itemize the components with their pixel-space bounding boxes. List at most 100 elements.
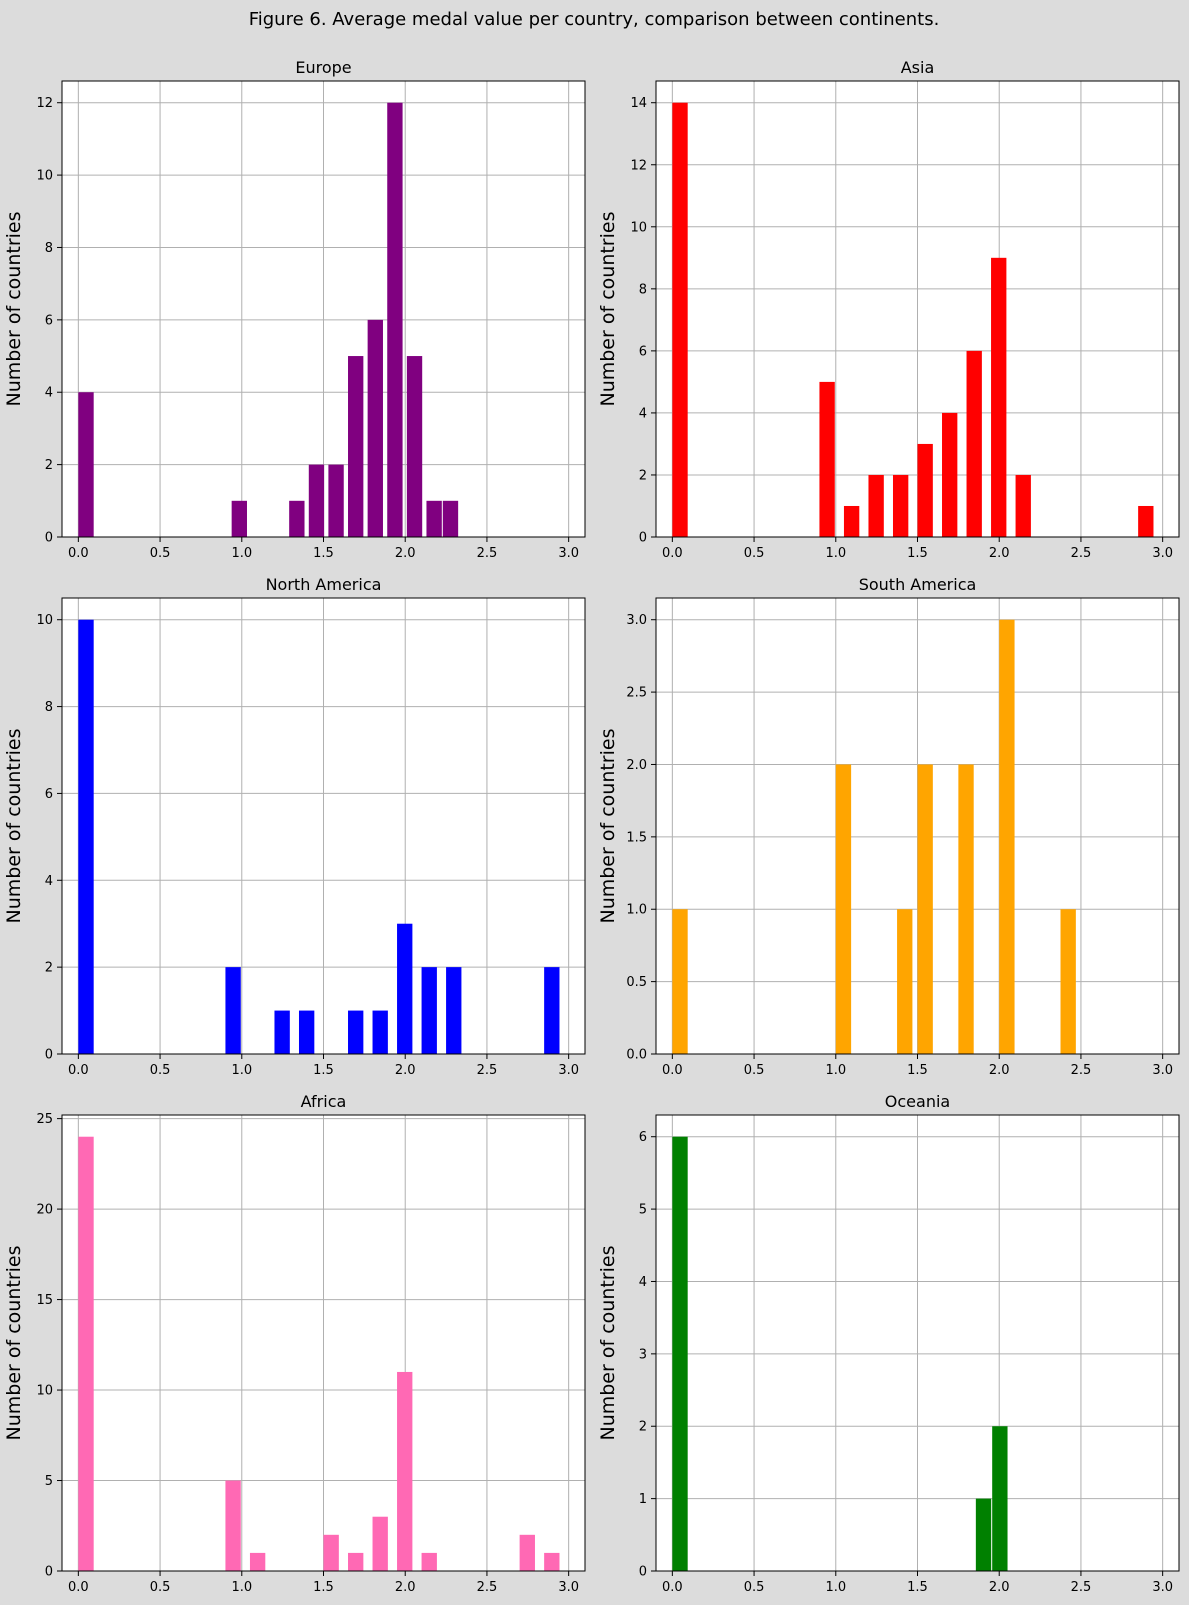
x-tick-label: 0.5 [744, 1580, 765, 1595]
x-tick-label: 1.0 [825, 1580, 846, 1595]
panel-5: 0.0 0.5 1.0 1.5 2.0 2.5 3.0 0 1 2 3 4 5 6 Oceania Numbe… [597, 1092, 1180, 1595]
y-tick-label: 0 [45, 1048, 53, 1063]
chart-panels: 0.0 0.5 1.0 1.5 2.0 2.5 3.0024681012EuropeNumb… [3, 58, 1180, 1595]
y-tick-label: 0 [45, 1565, 53, 1580]
bar [406, 356, 423, 537]
panel-title: Asia [901, 58, 935, 77]
bar [1138, 505, 1154, 537]
x-tick-label: 1.5 [313, 1063, 334, 1078]
x-tick-label: 2.5 [1071, 1063, 1092, 1078]
panel-3: 0.0 0.5 1.0 1.5 2.0 2.5 3.0 0.0 0.5 1.0 1.5 2.0 2.5 3… [597, 575, 1180, 1078]
bar [225, 1480, 241, 1571]
bar [348, 1552, 364, 1571]
y-tick-label: 0 [639, 531, 647, 546]
bar [843, 505, 860, 537]
panel-title: North America [266, 575, 382, 594]
x-tick-label: 0.0 [662, 546, 683, 561]
x-tick-label: 2.5 [1071, 1580, 1092, 1595]
bar [249, 1552, 266, 1571]
bar [308, 464, 325, 537]
y-tick-label: 20 [36, 1203, 53, 1218]
bar [992, 1426, 1008, 1571]
x-tick-label: 0.0 [662, 1063, 683, 1078]
y-tick-label: 4 [45, 874, 53, 889]
bar [328, 464, 344, 537]
bar [917, 443, 933, 537]
y-tick-label: 12 [36, 96, 53, 111]
x-tick-label: 1.5 [313, 1580, 334, 1595]
x-tick-label: 1.5 [313, 546, 334, 561]
y-tick-label: 10 [36, 613, 53, 628]
y-tick-label: 2 [639, 468, 647, 483]
x-tick-label: 0.0 [68, 1063, 89, 1078]
y-axis-label: Number of countries [3, 211, 25, 406]
x-tick-label: 3.0 [1152, 1580, 1173, 1595]
x-tick-label: 2.0 [395, 1580, 416, 1595]
bar [544, 967, 560, 1054]
bar [421, 1552, 437, 1571]
bar [372, 1010, 388, 1054]
bar [298, 1010, 315, 1054]
bar [917, 764, 933, 1054]
x-tick-label: 1.0 [825, 546, 846, 561]
y-tick-label: 1.0 [626, 903, 647, 918]
y-axis-label: Number of countries [3, 728, 25, 923]
bar [78, 619, 94, 1054]
bar [348, 1010, 364, 1054]
bar [892, 474, 909, 537]
y-tick-label: 6 [639, 1130, 647, 1145]
x-tick-label: 2.0 [395, 1063, 416, 1078]
x-tick-label: 3.0 [558, 546, 579, 561]
x-tick-label: 2.0 [395, 546, 416, 561]
y-tick-label: 0.5 [626, 975, 647, 990]
bar [672, 102, 688, 537]
y-axis-label: Number of countries [3, 1245, 25, 1440]
bar [387, 102, 403, 537]
y-tick-label: 14 [630, 96, 647, 111]
x-tick-label: 0.5 [150, 1580, 171, 1595]
x-tick-label: 0.5 [744, 1063, 765, 1078]
panel-2: 0.0 0.5 1.0 1.5 2.0 2.5 3.0 0 2 4 6 8 10 North Americ… [3, 575, 586, 1078]
y-tick-label: 25 [36, 1112, 53, 1127]
y-tick-label: 2 [45, 961, 53, 976]
bar [819, 381, 835, 537]
bar [225, 967, 241, 1054]
bar [544, 1552, 560, 1571]
y-tick-label: 6 [45, 787, 53, 802]
bar [78, 392, 94, 537]
y-tick-label: 8 [45, 700, 53, 715]
x-tick-label: 2.5 [477, 1580, 498, 1595]
y-axis-label: Number of countries [597, 211, 619, 406]
bar [1015, 474, 1031, 537]
y-tick-label: 10 [36, 1384, 53, 1399]
y-tick-label: 5 [45, 1474, 53, 1489]
bar [372, 1516, 388, 1571]
x-tick-label: 1.5 [907, 1063, 928, 1078]
bar [397, 923, 413, 1054]
y-axis-label: Number of countries [597, 1245, 619, 1440]
x-tick-label: 2.0 [989, 1063, 1010, 1078]
bar [367, 319, 383, 537]
x-tick-label: 3.0 [1152, 1063, 1173, 1078]
x-tick-label: 0.0 [68, 1580, 89, 1595]
panel-0: 0.0 0.5 1.0 1.5 2.0 2.5 3.0 0 2 4 6 8 10 12 Europe Numb… [3, 58, 586, 561]
bar [289, 500, 305, 537]
bar [397, 1371, 413, 1571]
panel-title: South America [859, 575, 977, 594]
bar [897, 909, 913, 1054]
y-tick-label: 8 [639, 282, 647, 297]
bar [672, 1136, 688, 1571]
panel-title: Africa [301, 1092, 347, 1111]
y-tick-label: 6 [639, 344, 647, 359]
bar [446, 967, 462, 1054]
y-tick-label: 4 [639, 406, 647, 421]
x-tick-label: 1.5 [907, 1580, 928, 1595]
x-tick-label: 1.5 [907, 546, 928, 561]
x-tick-label: 0.0 [68, 546, 89, 561]
x-tick-label: 2.0 [989, 546, 1010, 561]
x-tick-label: 0.5 [150, 546, 171, 561]
y-tick-label: 0 [45, 531, 53, 546]
y-tick-label: 2.0 [626, 758, 647, 773]
